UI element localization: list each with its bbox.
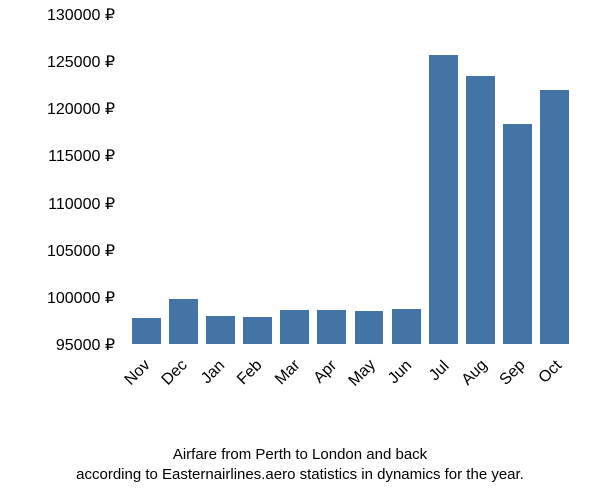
x-tick: Apr bbox=[313, 348, 351, 408]
bar-slot bbox=[313, 15, 350, 344]
bar bbox=[392, 309, 421, 344]
y-tick-label: 100000 ₽ bbox=[47, 288, 115, 308]
x-tick: Aug bbox=[463, 348, 501, 408]
bar bbox=[466, 76, 495, 344]
bar-slot bbox=[388, 15, 425, 344]
y-tick-label: 115000 ₽ bbox=[48, 146, 115, 166]
x-tick: Mar bbox=[275, 348, 313, 408]
chart-caption: Airfare from Perth to London and back ac… bbox=[0, 445, 600, 486]
y-tick-label: 125000 ₽ bbox=[47, 52, 115, 72]
x-tick-label: Apr bbox=[325, 361, 338, 374]
x-tick-label: Aug bbox=[475, 361, 488, 374]
x-tick-label: May bbox=[362, 361, 375, 374]
x-tick: May bbox=[350, 348, 388, 408]
y-tick-label: 110000 ₽ bbox=[48, 194, 115, 214]
plot-area bbox=[125, 15, 575, 345]
x-tick: Feb bbox=[238, 348, 276, 408]
x-axis: Nov Dec Jan Feb Mar Apr May Jun Jul Aug Sep Oct bbox=[125, 348, 575, 408]
bar bbox=[355, 311, 384, 344]
y-tick-label: 95000 ₽ bbox=[56, 335, 115, 355]
x-tick-label: Jun bbox=[400, 361, 413, 374]
bar-slot bbox=[128, 15, 165, 344]
y-tick-label: 120000 ₽ bbox=[47, 99, 115, 119]
x-tick-label: Mar bbox=[287, 361, 300, 374]
bar-slot bbox=[202, 15, 239, 344]
bar-slot bbox=[239, 15, 276, 344]
bar-slot bbox=[499, 15, 536, 344]
x-tick: Nov bbox=[125, 348, 163, 408]
bar bbox=[206, 316, 235, 344]
x-tick-label: Dec bbox=[175, 361, 188, 374]
bars-group bbox=[126, 15, 575, 344]
x-tick: Jan bbox=[200, 348, 238, 408]
bar bbox=[243, 317, 272, 344]
bar bbox=[540, 90, 569, 344]
bar-slot bbox=[536, 15, 573, 344]
x-tick-label: Oct bbox=[550, 361, 563, 374]
bar bbox=[280, 310, 309, 344]
x-tick: Jun bbox=[388, 348, 426, 408]
x-tick-label: Sep bbox=[512, 361, 525, 374]
x-tick: Jul bbox=[425, 348, 463, 408]
fare-chart: 95000 ₽ 100000 ₽ 105000 ₽ 110000 ₽ 115000 ₽ 1… bbox=[20, 10, 580, 440]
bar-slot bbox=[350, 15, 387, 344]
bar-slot bbox=[425, 15, 462, 344]
bar-slot bbox=[462, 15, 499, 344]
bar-slot bbox=[165, 15, 202, 344]
y-tick-label: 105000 ₽ bbox=[47, 241, 115, 261]
x-tick: Sep bbox=[500, 348, 538, 408]
x-tick-label: Jan bbox=[212, 361, 225, 374]
bar bbox=[169, 299, 198, 344]
x-tick-label: Nov bbox=[137, 361, 150, 374]
bar bbox=[429, 55, 458, 344]
bar bbox=[317, 310, 346, 344]
y-axis: 95000 ₽100000 ₽105000 ₽110000 ₽115000 ₽1… bbox=[20, 15, 120, 345]
y-tick-label: 130000 ₽ bbox=[47, 5, 115, 25]
caption-line-1: Airfare from Perth to London and back bbox=[173, 446, 427, 463]
bar-slot bbox=[276, 15, 313, 344]
caption-line-2: according to Easternairlines.aero statis… bbox=[76, 466, 524, 483]
x-tick: Oct bbox=[538, 348, 576, 408]
x-tick: Dec bbox=[163, 348, 201, 408]
x-tick-label: Jul bbox=[437, 361, 450, 374]
bar bbox=[132, 318, 161, 344]
x-tick-label: Feb bbox=[250, 361, 263, 374]
bar bbox=[503, 124, 532, 344]
